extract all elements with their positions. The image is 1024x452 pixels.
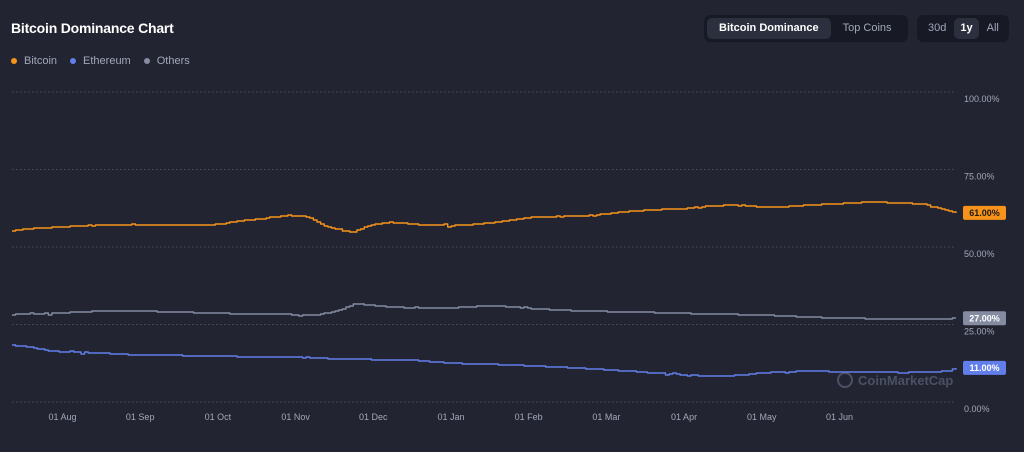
tab-bitcoin-dominance[interactable]: Bitcoin Dominance <box>707 18 831 39</box>
y-axis-ticks: 0.00% 25.00% 50.00% 75.00% 100.00% <box>964 94 1000 414</box>
y-tick-label: 50.00% <box>964 249 995 259</box>
legend-item-others[interactable]: Others <box>143 55 190 67</box>
view-toggle: Bitcoin Dominance Top Coins <box>704 15 908 42</box>
range-toggle: 30d 1y All <box>917 15 1009 42</box>
series-line-bitcoin <box>12 201 957 233</box>
watermark-text: CoinMarketCap <box>858 373 953 388</box>
last-value-badges: 61.00% 11.00% 27.00% <box>963 205 1006 375</box>
series-line-ethereum <box>12 344 957 377</box>
x-tick-label: 01 Aug <box>48 412 76 422</box>
last-value-text: 11.00% <box>969 363 999 373</box>
x-tick-label: 01 Dec <box>359 412 388 422</box>
others-legend-dot <box>143 58 150 64</box>
legend-label-ethereum: Ethereum <box>83 55 131 67</box>
legend-item-ethereum[interactable]: Ethereum <box>70 55 131 67</box>
x-tick-label: 01 Sep <box>126 412 155 422</box>
y-tick-label: 100.00% <box>964 94 1000 104</box>
legend-item-bitcoin[interactable]: Bitcoin <box>11 55 57 67</box>
coinmarketcap-watermark: CoinMarketCap <box>837 372 953 388</box>
last-value-badge-others <box>963 311 1006 326</box>
x-tick-label: 01 Jun <box>826 412 853 422</box>
range-1y-button[interactable]: 1y <box>954 18 979 39</box>
coinmarketcap-logo-icon <box>837 372 853 388</box>
x-tick-label: 01 Mar <box>592 412 620 422</box>
range-30d-button[interactable]: 30d <box>928 22 947 34</box>
y-tick-label: 25.00% <box>964 327 995 337</box>
range-all-button[interactable]: All <box>986 22 999 34</box>
series-lines <box>12 201 957 377</box>
last-value-badge-bitcoin <box>963 205 1006 220</box>
last-value-text: 61.00% <box>969 208 1000 218</box>
legend-label-bitcoin: Bitcoin <box>24 55 58 67</box>
x-tick-label: 01 Nov <box>281 412 310 422</box>
tab-top-coins[interactable]: Top Coins <box>842 22 892 34</box>
ethereum-legend-dot <box>70 58 77 64</box>
page-title: Bitcoin Dominance Chart <box>11 20 174 36</box>
bitcoin-legend-dot <box>11 58 17 64</box>
last-value-text: 27.00% <box>969 313 1000 323</box>
x-axis-ticks: 01 Aug 01 Sep 01 Oct 01 Nov 01 Dec 01 Jan 01 F… <box>48 412 852 422</box>
x-tick-label: 01 Feb <box>515 412 543 422</box>
x-tick-label: 01 Jan <box>437 412 464 422</box>
chart-grid <box>12 91 956 403</box>
series-line-others <box>12 303 956 320</box>
x-tick-label: 01 Apr <box>671 412 697 422</box>
y-tick-label: 0.00% <box>964 404 990 414</box>
x-tick-label: 01 May <box>747 412 777 422</box>
y-tick-label: 75.00% <box>964 172 995 182</box>
chart-legend: Bitcoin Ethereum Others <box>11 55 203 67</box>
legend-label-others: Others <box>156 55 190 67</box>
last-value-badge-ethereum <box>963 360 1006 375</box>
x-tick-label: 01 Oct <box>205 412 232 422</box>
